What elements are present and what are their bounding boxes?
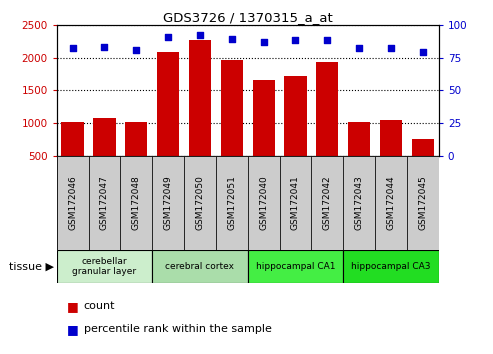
Bar [152,156,184,250]
Text: GSM172045: GSM172045 [419,175,427,230]
Bar [62,122,84,188]
Text: GSM172047: GSM172047 [100,175,109,230]
Point [387,46,395,51]
Bar [343,250,439,283]
Bar [252,80,275,188]
Bar [284,76,307,188]
Text: ■: ■ [67,323,78,336]
Bar [93,119,115,188]
Bar [184,156,216,250]
Point [260,39,268,45]
Point [132,47,140,52]
Text: GSM172044: GSM172044 [387,175,395,230]
Bar [152,250,247,283]
Bar [343,156,375,250]
Point [101,44,108,50]
Bar [280,156,312,250]
Bar [125,122,147,188]
Text: hippocampal CA1: hippocampal CA1 [256,262,335,271]
Point [419,50,427,55]
Text: GSM172043: GSM172043 [354,175,364,230]
Bar [247,250,343,283]
Text: percentile rank within the sample: percentile rank within the sample [84,324,272,334]
Point [323,38,331,43]
Bar [189,40,211,188]
Point [196,33,204,38]
Text: GSM172041: GSM172041 [291,175,300,230]
Point [228,36,236,42]
Bar [312,156,343,250]
Bar [120,156,152,250]
Title: GDS3726 / 1370315_a_at: GDS3726 / 1370315_a_at [163,11,333,24]
Bar [348,122,370,188]
Text: tissue ▶: tissue ▶ [9,261,54,272]
Bar [57,156,89,250]
Text: hippocampal CA3: hippocampal CA3 [351,262,431,271]
Point [355,46,363,51]
Text: GSM172051: GSM172051 [227,175,236,230]
Text: GSM172049: GSM172049 [164,175,173,230]
Text: ■: ■ [67,300,78,313]
Bar [89,156,120,250]
Bar [316,62,339,188]
Text: GSM172046: GSM172046 [68,175,77,230]
Bar [412,139,434,188]
Bar [157,52,179,188]
Text: GSM172048: GSM172048 [132,175,141,230]
Bar [407,156,439,250]
Bar [380,120,402,188]
Text: count: count [84,301,115,311]
Bar [216,156,247,250]
Point [291,38,299,43]
Bar [375,156,407,250]
Text: cerebral cortex: cerebral cortex [166,262,235,271]
Bar [57,250,152,283]
Text: GSM172040: GSM172040 [259,175,268,230]
Point [164,34,172,39]
Text: GSM172042: GSM172042 [323,175,332,230]
Bar [221,60,243,188]
Bar [247,156,280,250]
Text: cerebellar
granular layer: cerebellar granular layer [72,257,137,276]
Text: GSM172050: GSM172050 [195,175,205,230]
Point [69,46,76,51]
